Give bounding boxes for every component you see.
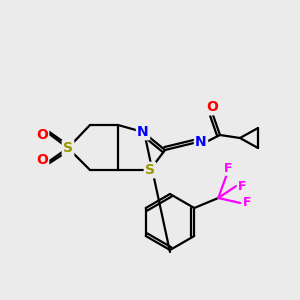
Text: F: F xyxy=(238,179,247,193)
Text: O: O xyxy=(206,100,218,114)
Text: F: F xyxy=(224,161,232,175)
Text: N: N xyxy=(137,125,149,139)
Text: O: O xyxy=(36,128,48,142)
Text: O: O xyxy=(36,153,48,167)
Text: F: F xyxy=(243,196,251,209)
Text: N: N xyxy=(195,135,207,149)
Text: S: S xyxy=(145,163,155,177)
Text: S: S xyxy=(63,141,73,155)
